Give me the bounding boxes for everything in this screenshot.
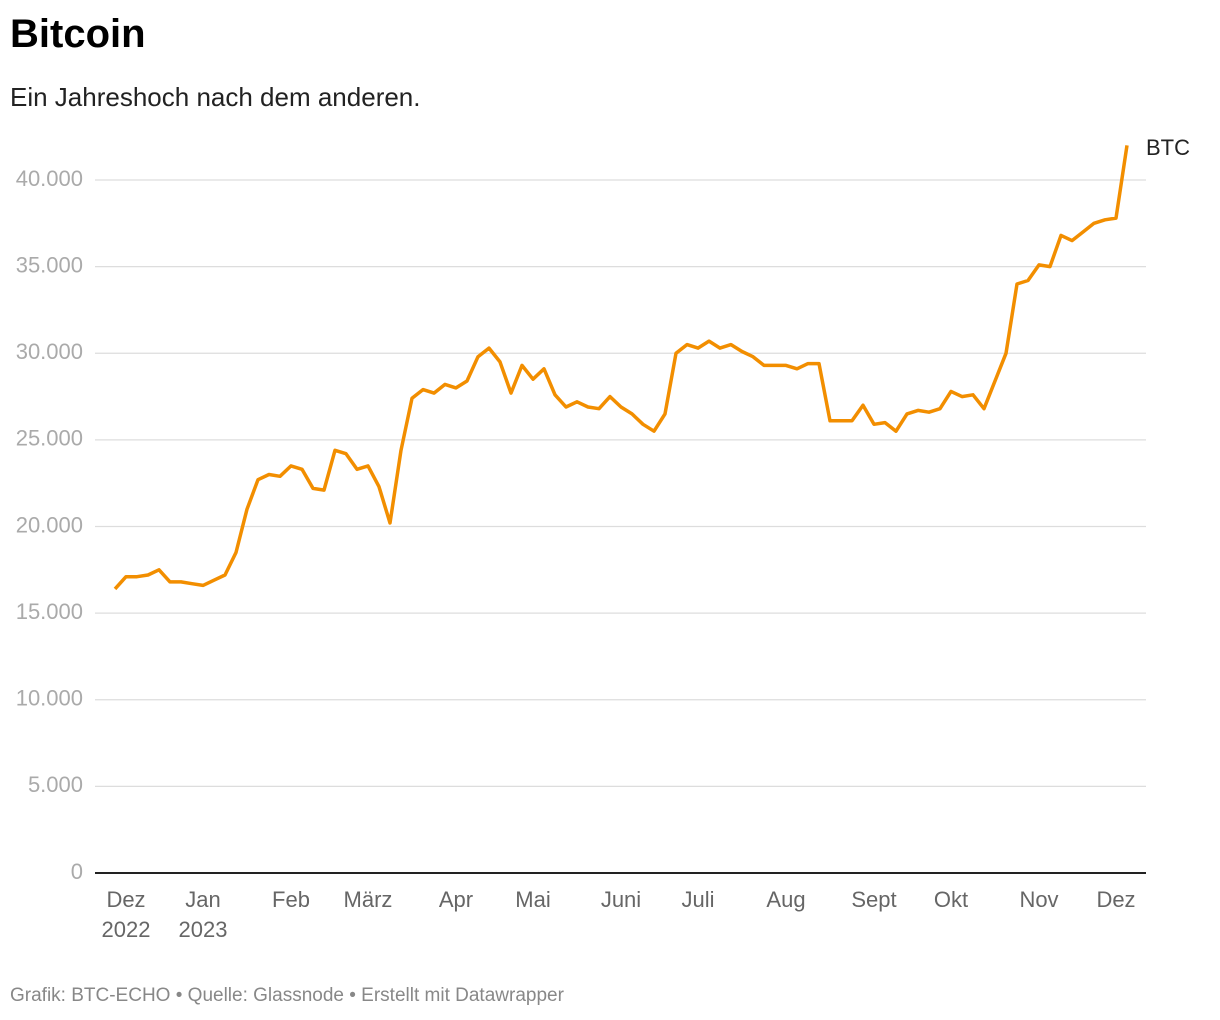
- y-tick-label: 5.000: [28, 772, 83, 797]
- x-tick-label: Dez 2022: [101, 887, 151, 942]
- x-tick-label: Juni: [600, 887, 642, 912]
- y-tick-label: 15.000: [16, 599, 83, 624]
- x-tick-label: Feb: [272, 887, 310, 912]
- y-tick-label: 10.000: [16, 686, 83, 711]
- y-tick-label: 35.000: [16, 252, 83, 277]
- y-tick-label: 30.000: [16, 339, 83, 364]
- x-tick-label: Okt: [933, 887, 969, 912]
- y-tick-label: 25.000: [16, 426, 83, 451]
- y-tick-label: 40.000: [16, 166, 83, 191]
- x-tick-label: Nov: [1019, 887, 1059, 912]
- chart-title: Bitcoin: [10, 12, 146, 56]
- chart-source: Grafik: BTC-ECHO • Quelle: Glassnode • E…: [10, 985, 564, 1006]
- chart-subtitle: Ein Jahreshoch nach dem anderen.: [10, 82, 421, 112]
- x-tick-label: Jan 2023: [178, 887, 228, 942]
- data-line: [113, 145, 1129, 591]
- x-tick-label: Sept: [851, 887, 897, 912]
- x-tick-label: März: [343, 887, 393, 912]
- x-tick-label: Dez: [1096, 887, 1136, 912]
- x-tick-label: Aug: [766, 887, 806, 912]
- series-label: BTC: [1146, 135, 1190, 160]
- x-tick-label: Mai: [515, 887, 551, 912]
- x-tick-label: Juli: [681, 887, 715, 912]
- y-tick-label: 0: [71, 859, 83, 884]
- y-tick-label: 20.000: [16, 512, 83, 537]
- x-tick-label: Apr: [438, 887, 474, 912]
